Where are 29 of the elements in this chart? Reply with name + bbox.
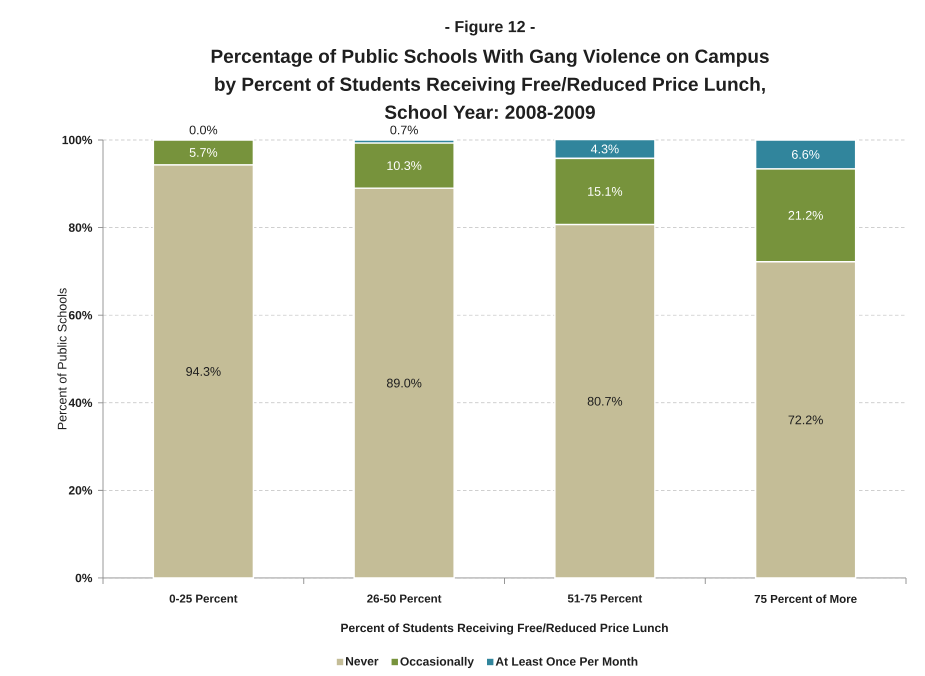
data-label: 21.2% xyxy=(788,210,823,220)
data-label: 15.1% xyxy=(588,187,622,196)
data-label: 94.3% xyxy=(186,367,221,376)
legend-label: Occasionally xyxy=(400,656,474,668)
x-tick-label: 51-75 Percent xyxy=(568,594,642,603)
data-label: 89.0% xyxy=(386,378,422,388)
y-tick-label: 80% xyxy=(68,223,92,232)
data-label: 80.7% xyxy=(588,396,622,406)
y-tick-label: 60% xyxy=(68,310,92,320)
data-label: 72.2% xyxy=(788,415,823,424)
data-label: 0.7% xyxy=(390,126,418,134)
data-label: 10.3% xyxy=(387,161,422,170)
chart-title: Percentage of Public Schools With Gang Violence on Campus by Percent of Students Receiving Free/Reduced Price Lunch, School Year: 2008-2009 xyxy=(212,49,769,119)
y-tick-label: 20% xyxy=(68,486,92,495)
y-tick-label: 40% xyxy=(68,398,92,408)
legend-label: At Least Once Per Month xyxy=(496,656,638,666)
text: - Figure 12 - xyxy=(445,20,535,36)
data-label: 4.3% xyxy=(590,144,619,154)
data-label: 0.0% xyxy=(190,126,218,134)
x-tick-label: 26-50 Percent xyxy=(367,594,442,603)
y-tick-label: 100% xyxy=(62,136,92,144)
x-tick-label: 75 Percent of More xyxy=(754,594,857,603)
x-axis-title: Percent of Students Receiving Free/Reduced Price Lunch xyxy=(341,623,668,635)
y-tick-label: 0% xyxy=(76,574,92,582)
x-tick-label: 0-25 Percent xyxy=(170,594,238,603)
legend-label: Never xyxy=(346,657,378,666)
data-label: 5.7% xyxy=(190,148,218,157)
y-axis-title: Percent of Public Schools xyxy=(57,288,67,430)
data-label: 6.6% xyxy=(792,150,820,159)
